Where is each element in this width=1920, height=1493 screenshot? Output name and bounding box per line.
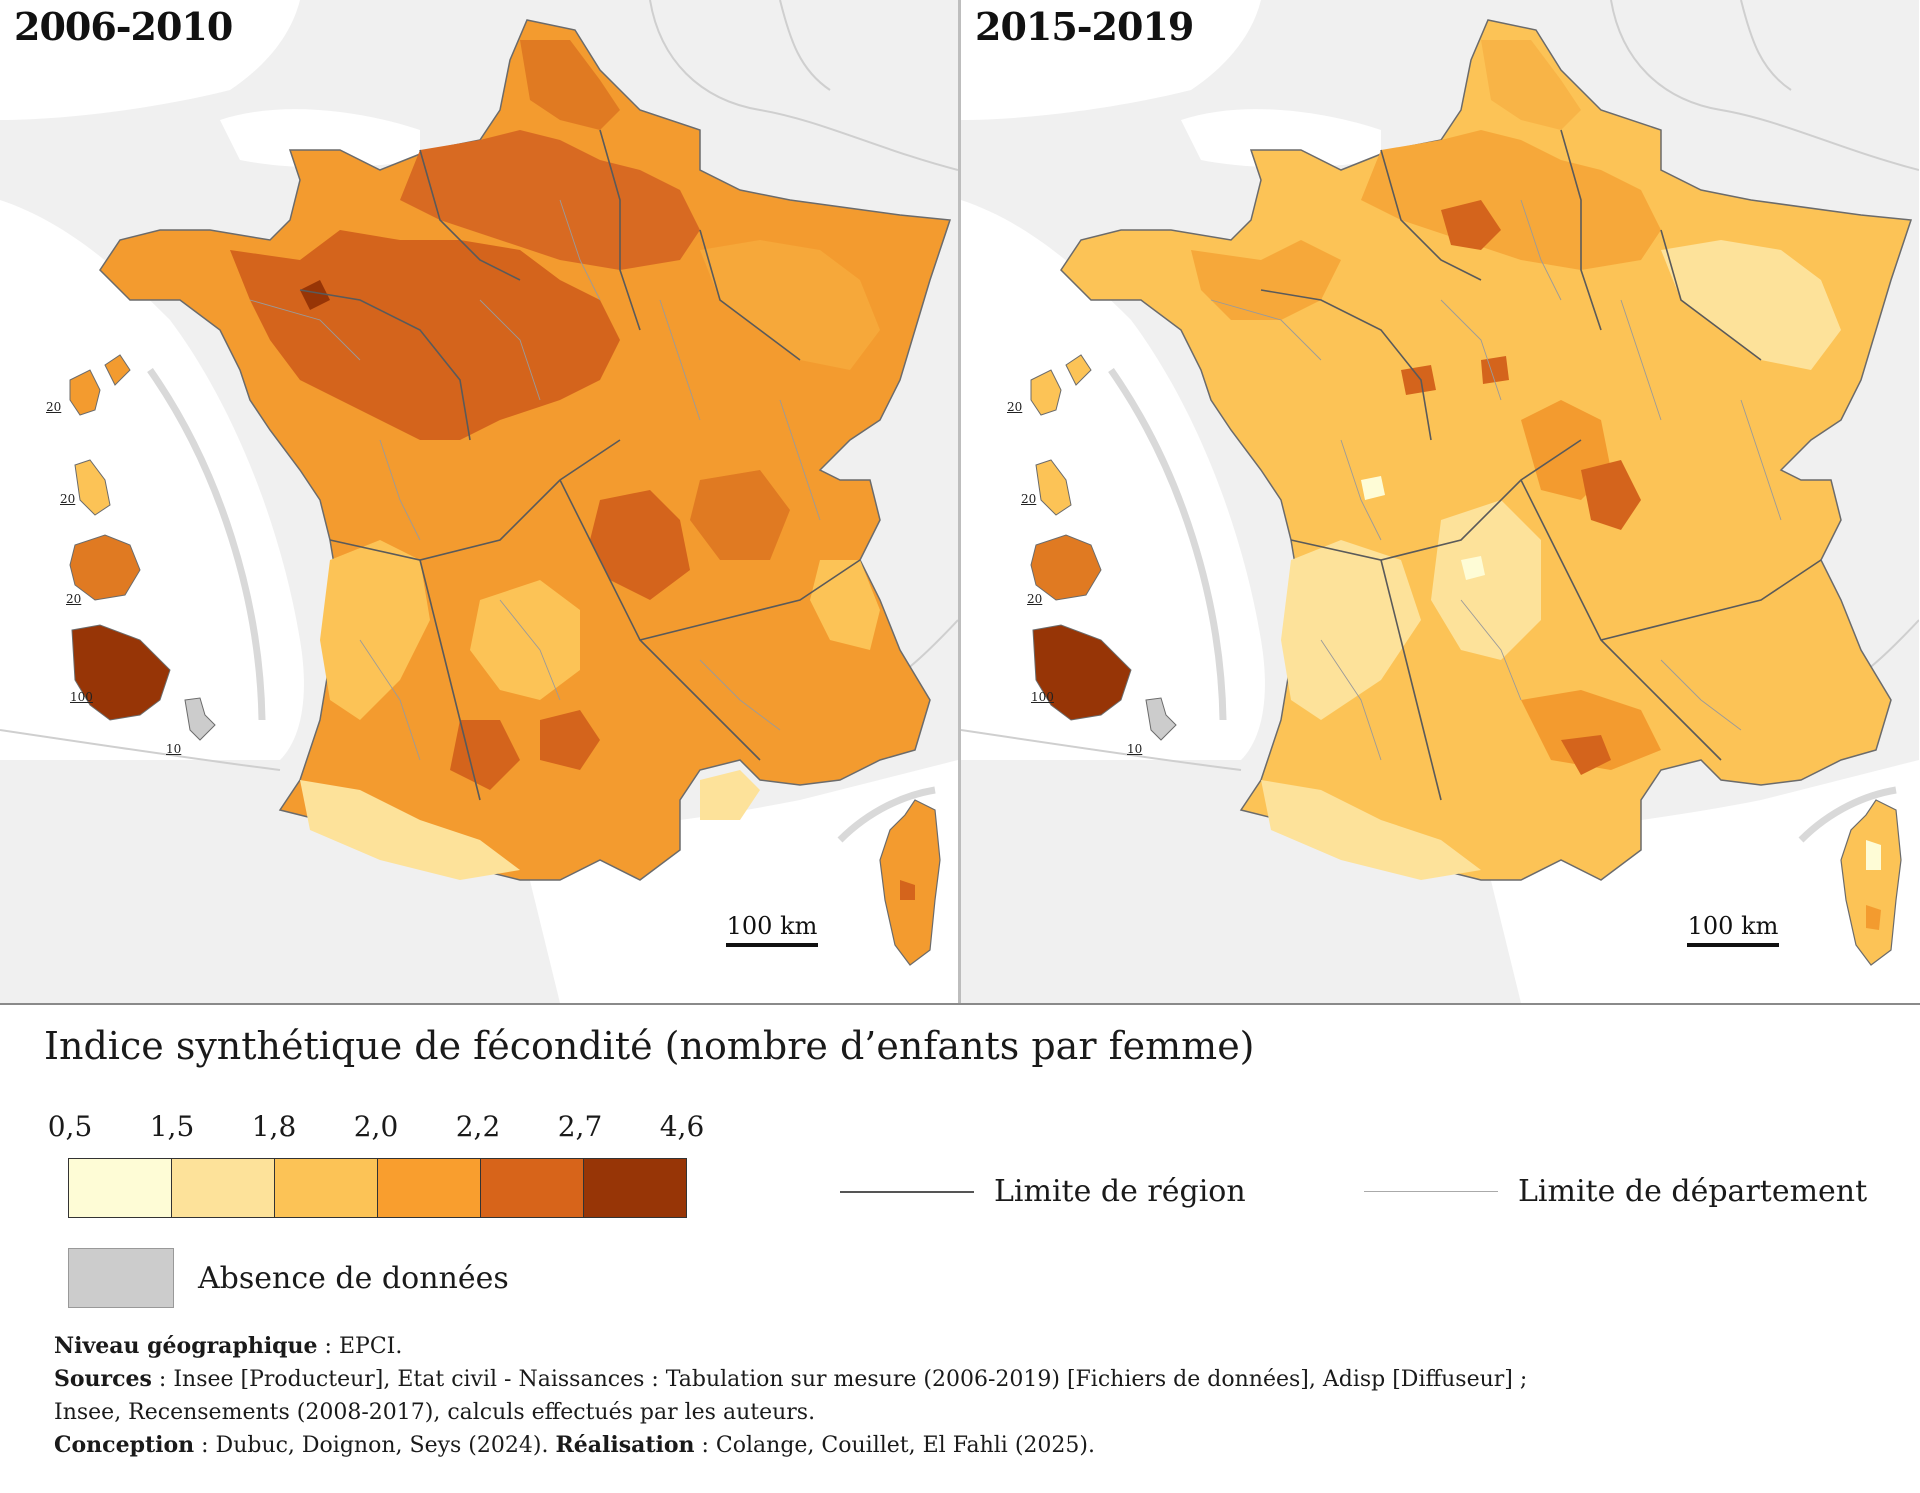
map-2015-2019-graphic bbox=[961, 0, 1919, 1003]
map-2006-2010: 2006-2010 20 20 20 100 10 100 km bbox=[0, 0, 958, 1003]
maps-area: 2006-2010 20 20 20 100 10 100 km bbox=[0, 0, 1920, 1005]
inset-scale-label: 10 bbox=[166, 742, 182, 756]
map-period-title: 2015-2019 bbox=[975, 4, 1194, 49]
inset-guadeloupe bbox=[1030, 354, 1092, 416]
region-line-sample bbox=[840, 1190, 974, 1193]
france-mainland bbox=[99, 19, 952, 881]
legend-break-label: 1,5 bbox=[149, 1110, 195, 1143]
inset-scale-label: 20 bbox=[60, 492, 76, 506]
sea-channel bbox=[1181, 109, 1381, 168]
department-line-sample bbox=[1364, 1191, 1498, 1192]
sea-atlantic bbox=[961, 200, 1265, 760]
legend-break-label: 0,5 bbox=[47, 1110, 93, 1143]
legend-department-boundary: Limite de département bbox=[1364, 1174, 1867, 1209]
sea-atlantic bbox=[0, 200, 304, 760]
inset-scale-label: 20 bbox=[46, 400, 62, 414]
inset-guyane bbox=[1032, 624, 1132, 721]
inset-martinique bbox=[1035, 459, 1072, 516]
sea-mediterranean bbox=[1481, 760, 1919, 1003]
inset-scale-label: 20 bbox=[1027, 592, 1043, 606]
inset-mayotte bbox=[184, 697, 216, 741]
legend-color-ramp bbox=[68, 1158, 687, 1218]
notes-credits: Conception : Dubuc, Doignon, Seys (2024)… bbox=[54, 1432, 1095, 1458]
map-2015-2019: 2015-2019 20 20 20 100 10 100 km bbox=[961, 0, 1919, 1003]
map-period-title: 2006-2010 bbox=[14, 4, 233, 49]
legend-swatch bbox=[69, 1159, 172, 1217]
legend-region-boundary: Limite de région bbox=[840, 1174, 1246, 1209]
inset-reunion bbox=[69, 534, 141, 601]
legend-swatch bbox=[172, 1159, 275, 1217]
legend-department-label: Limite de département bbox=[1518, 1174, 1868, 1209]
scale-bar-line bbox=[1687, 943, 1779, 947]
map-2006-2010-graphic bbox=[0, 0, 958, 1003]
legend-break-label: 1,8 bbox=[251, 1110, 297, 1143]
legend-title: Indice synthétique de fécondité (nombre … bbox=[44, 1024, 1255, 1068]
sea-mediterranean bbox=[520, 760, 958, 1003]
inset-scale-label: 10 bbox=[1127, 742, 1143, 756]
legend-break-label: 2,0 bbox=[353, 1110, 399, 1143]
legend-swatch bbox=[378, 1159, 481, 1217]
inset-martinique bbox=[74, 459, 111, 516]
corsica bbox=[879, 799, 941, 966]
france-mainland bbox=[1060, 19, 1913, 881]
notes-sources-continued: Insee, Recensements (2008-2017), calculs… bbox=[54, 1400, 816, 1425]
source-notes: Niveau géographique : EPCI. Sources : In… bbox=[54, 1330, 1854, 1462]
notes-sources: Sources : Insee [Producteur], Etat civil… bbox=[54, 1366, 1528, 1392]
legend-no-data: Absence de données bbox=[68, 1248, 509, 1308]
legend-break-label: 4,6 bbox=[659, 1110, 705, 1143]
sea-northeast bbox=[0, 0, 300, 120]
sea-channel bbox=[220, 109, 420, 168]
inset-scale-label: 100 bbox=[1031, 690, 1054, 704]
inset-reunion bbox=[1030, 534, 1102, 601]
inset-scale-label: 20 bbox=[1007, 400, 1023, 414]
inset-mayotte bbox=[1145, 697, 1177, 741]
scale-bar: 100 km bbox=[1687, 912, 1779, 947]
inset-scale-label: 100 bbox=[70, 690, 93, 704]
inset-scale-label: 20 bbox=[1021, 492, 1037, 506]
inset-guadeloupe bbox=[69, 354, 131, 416]
legend-break-label: 2,2 bbox=[455, 1110, 501, 1143]
scale-bar-label: 100 km bbox=[1687, 912, 1779, 940]
inset-guyane bbox=[71, 624, 171, 721]
legend-swatch bbox=[481, 1159, 584, 1217]
map-divider bbox=[958, 0, 961, 1003]
no-data-swatch bbox=[68, 1248, 174, 1308]
sea-northeast bbox=[961, 0, 1261, 120]
corsica bbox=[1840, 799, 1902, 966]
legend-swatch bbox=[275, 1159, 378, 1217]
scale-bar: 100 km bbox=[726, 912, 818, 947]
no-data-label: Absence de données bbox=[198, 1260, 509, 1296]
inset-scale-label: 20 bbox=[66, 592, 82, 606]
notes-geo-level: Niveau géographique : EPCI. bbox=[54, 1333, 403, 1359]
legend-swatch bbox=[584, 1159, 686, 1217]
scale-bar-line bbox=[726, 943, 818, 947]
scale-bar-label: 100 km bbox=[726, 912, 818, 940]
legend-break-label: 2,7 bbox=[557, 1110, 603, 1143]
legend-region-label: Limite de région bbox=[994, 1174, 1246, 1209]
